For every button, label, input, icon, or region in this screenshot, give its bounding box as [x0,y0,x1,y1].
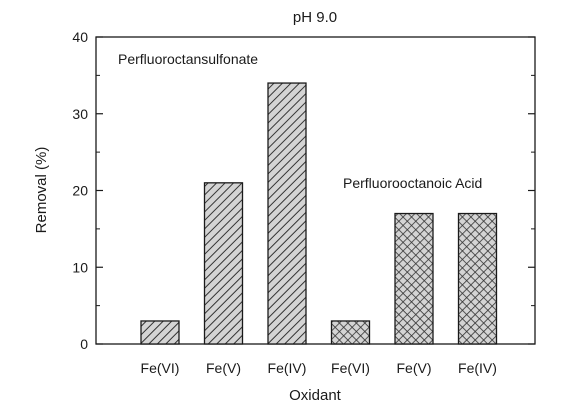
x-tick-label: Fe(VI) [331,360,370,376]
x-tick-label: Fe(IV) [458,360,497,376]
chart-title: pH 9.0 [293,9,337,26]
bar [394,212,434,345]
x-tick-label: Fe(V) [397,360,432,376]
y-tick-label: 30 [72,106,88,122]
bar [203,182,244,345]
y-tick-label: 40 [72,29,88,45]
bar [457,212,498,345]
x-axis-title: Oxidant [289,387,342,404]
bar [140,320,180,345]
y-tick-label: 10 [72,259,88,275]
y-axis: 0 10 20 30 40 [72,29,535,352]
bar [267,82,307,345]
group-label-perfluoroctansulfonate: Perfluoroctansulfonate [118,51,258,67]
bar [330,320,371,345]
bars [140,82,498,345]
x-axis-tick-labels: Fe(VI) Fe(V) Fe(IV) Fe(VI) Fe(V) Fe(IV) [141,360,497,376]
x-tick-label: Fe(V) [206,360,241,376]
y-tick-label: 0 [80,336,88,352]
group-label-perfluorooctanoic-acid: Perfluorooctanoic Acid [343,175,482,191]
x-tick-label: Fe(IV) [268,360,307,376]
y-tick-label: 20 [72,183,88,199]
y-axis-title: Removal (%) [33,147,50,234]
x-tick-label: Fe(VI) [141,360,180,376]
